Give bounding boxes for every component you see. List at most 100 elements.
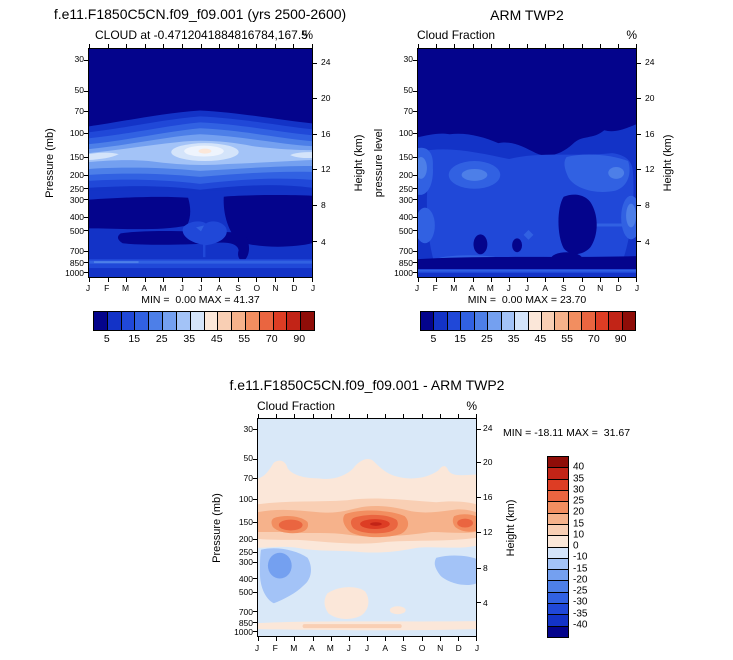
- tick-mark: [313, 204, 317, 206]
- colorbar-label: -20: [573, 574, 588, 586]
- colorbar-label: 15: [454, 333, 466, 345]
- tick-mark: [330, 637, 332, 641]
- month-label: J: [474, 643, 480, 653]
- pressure-tick-label: 200: [69, 169, 84, 180]
- pressure-tick-label: 250: [238, 546, 253, 557]
- colorbar-label: 40: [573, 461, 585, 473]
- tick-mark: [457, 637, 459, 641]
- pressure-tick-label: 300: [69, 194, 84, 205]
- pressure-tick-label: 500: [398, 225, 413, 236]
- pressure-tick-label: 1000: [234, 627, 253, 638]
- colorbar-segment: [568, 312, 583, 330]
- colorbar-segment: [541, 312, 556, 330]
- tick-mark: [313, 98, 317, 100]
- height-tick-label: 20: [321, 92, 331, 103]
- colorbar-segment: [190, 312, 205, 330]
- colorbar-segment: [548, 604, 568, 616]
- colorbar-segment: [515, 312, 529, 330]
- tick-mark: [144, 278, 146, 282]
- height-tick-label: 4: [645, 236, 650, 247]
- colorbar-segment: [622, 312, 635, 330]
- colorbar-label: 35: [507, 333, 520, 345]
- colorbar-segment: [301, 312, 314, 330]
- month-label: N: [597, 283, 604, 293]
- diff-bottom-ticks: [258, 637, 477, 641]
- colorbar-segment: [218, 312, 233, 330]
- model-contour-plot: [84, 44, 317, 282]
- model-right-ticks: [313, 49, 317, 277]
- tick-mark: [477, 567, 481, 569]
- tick-mark: [508, 44, 510, 48]
- obs-top-ticks: [418, 44, 637, 48]
- month-label: M: [290, 643, 298, 653]
- tick-mark: [413, 157, 417, 159]
- tick-mark: [294, 414, 296, 418]
- month-label: O: [418, 643, 426, 653]
- tick-mark: [293, 278, 295, 282]
- tick-mark: [527, 278, 528, 282]
- tick-mark: [200, 278, 202, 282]
- colorbar-label: 70: [588, 333, 600, 345]
- tick-mark: [367, 414, 368, 418]
- tick-mark: [457, 414, 459, 418]
- pressure-tick-label: 100: [69, 127, 84, 138]
- month-label: M: [122, 283, 130, 293]
- tick-mark: [253, 429, 257, 431]
- tick-mark: [312, 637, 314, 641]
- model-contour-canvas: [89, 49, 312, 277]
- colorbar-segment: [245, 312, 260, 330]
- tick-mark: [421, 637, 423, 641]
- colorbar-segment: [548, 524, 568, 537]
- tick-mark: [545, 44, 547, 48]
- pressure-tick-label: 400: [69, 212, 84, 223]
- model-top-ticks: [89, 44, 313, 48]
- tick-mark: [454, 278, 456, 282]
- height-tick-label: 8: [321, 200, 326, 211]
- tick-mark: [527, 44, 528, 48]
- height-tick-label: 4: [483, 598, 488, 609]
- tick-mark: [253, 478, 257, 480]
- colorbar-segment: [609, 312, 623, 330]
- tick-mark: [89, 278, 90, 282]
- pressure-tick-label: 50: [403, 85, 413, 96]
- tick-mark: [636, 44, 637, 48]
- tick-mark: [253, 610, 257, 612]
- tick-mark: [84, 262, 88, 264]
- tick-mark: [436, 278, 438, 282]
- obs-pressure-tick-labels: 30 50 70 100 150 200 250 300 400 500 700 850 1000: [369, 48, 413, 278]
- tick-mark: [237, 278, 239, 282]
- pressure-tick-label: 70: [403, 105, 413, 116]
- tick-mark: [84, 199, 88, 201]
- month-label: D: [615, 283, 622, 293]
- diff-minmax: MIN = -18.11 MAX = 31.67: [503, 427, 631, 439]
- colorbar-label: -10: [573, 551, 588, 563]
- tick-mark: [477, 531, 481, 533]
- month-label: J: [346, 643, 351, 653]
- model-height-axis-label: Height (km): [353, 134, 365, 192]
- tick-mark: [617, 44, 619, 48]
- pressure-tick-label: 700: [398, 246, 413, 257]
- tick-mark: [253, 522, 257, 524]
- month-label: M: [486, 283, 494, 293]
- tick-mark: [413, 262, 417, 264]
- model-bottom-ticks: [89, 278, 313, 282]
- tick-mark: [163, 44, 165, 48]
- tick-mark: [637, 62, 641, 64]
- colorbar-label: 15: [128, 333, 141, 345]
- diff-contour-canvas: [258, 419, 476, 636]
- colorbar-segment: [528, 312, 542, 330]
- month-label: F: [104, 283, 110, 293]
- tick-mark: [477, 602, 481, 604]
- month-label: J: [310, 283, 316, 293]
- tick-mark: [163, 278, 165, 282]
- colorbar-segment: [548, 570, 568, 582]
- colorbar-segment: [94, 312, 108, 330]
- pressure-tick-label: 200: [238, 533, 253, 544]
- pressure-tick-label: 300: [238, 557, 253, 568]
- colorbar-segment: [548, 592, 568, 605]
- colorbar-segment: [501, 312, 516, 330]
- diff-contour-plot: [253, 414, 481, 641]
- tick-mark: [637, 169, 641, 171]
- pressure-tick-label: 1000: [394, 267, 413, 278]
